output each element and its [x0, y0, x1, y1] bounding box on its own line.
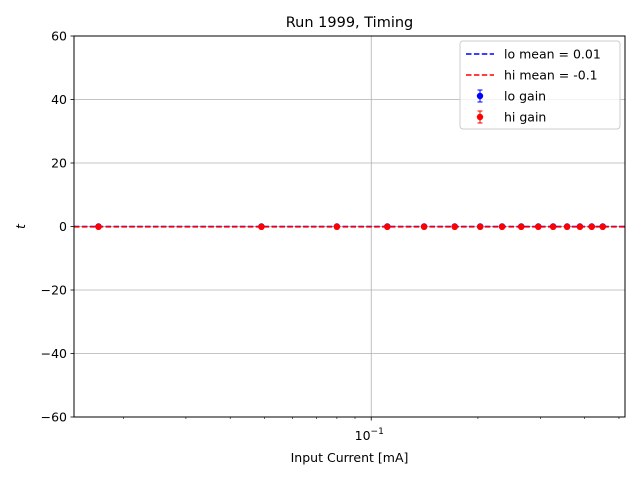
y-axis: −60 −40 −20 0 20 40 60: [41, 29, 74, 425]
legend-marker-swatch: [476, 92, 484, 100]
x-tick-label-base: 10: [355, 428, 371, 443]
data-point: [498, 223, 506, 231]
x-axis-label: Input Current [mA]: [291, 450, 409, 465]
data-point: [576, 223, 584, 231]
legend-marker-swatch: [476, 113, 484, 121]
data-point: [599, 223, 606, 231]
data-point: [535, 223, 542, 231]
data-point: [333, 223, 341, 231]
legend: lo mean = 0.01 hi mean = -0.1 lo gain hi ga…: [459, 40, 621, 130]
x-tick-label: 10−1: [355, 427, 384, 443]
data-point: [384, 223, 391, 231]
legend-entry-label: hi gain: [504, 110, 546, 125]
data-point: [95, 223, 102, 231]
chart-title: Run 1999, Timing: [286, 15, 414, 31]
legend-entry-label: hi mean = -0.1: [504, 68, 598, 83]
data-point: [549, 223, 557, 231]
legend-entry-label: lo gain: [504, 89, 546, 104]
y-tick-label: −40: [41, 346, 67, 361]
data-point: [518, 223, 525, 231]
legend-entry-label: lo mean = 0.01: [504, 47, 601, 62]
y-tick-label: 20: [51, 156, 67, 171]
x-axis: 10−1: [123, 417, 620, 443]
y-axis-label: t: [13, 223, 28, 229]
data-point: [420, 223, 428, 231]
y-tick-label: −20: [41, 283, 67, 298]
data-point: [258, 223, 265, 231]
x-tick-label-exponent: −1: [371, 427, 384, 437]
data-point: [451, 223, 458, 231]
y-tick-label: −60: [41, 410, 67, 425]
data-points: [95, 223, 606, 231]
y-tick-label: 60: [51, 29, 67, 44]
y-tick-label: 40: [51, 92, 67, 107]
data-point: [477, 223, 484, 231]
legend-box: [459, 40, 621, 130]
data-point: [563, 223, 571, 231]
data-point: [588, 223, 595, 231]
y-tick-label: 0: [59, 219, 67, 234]
